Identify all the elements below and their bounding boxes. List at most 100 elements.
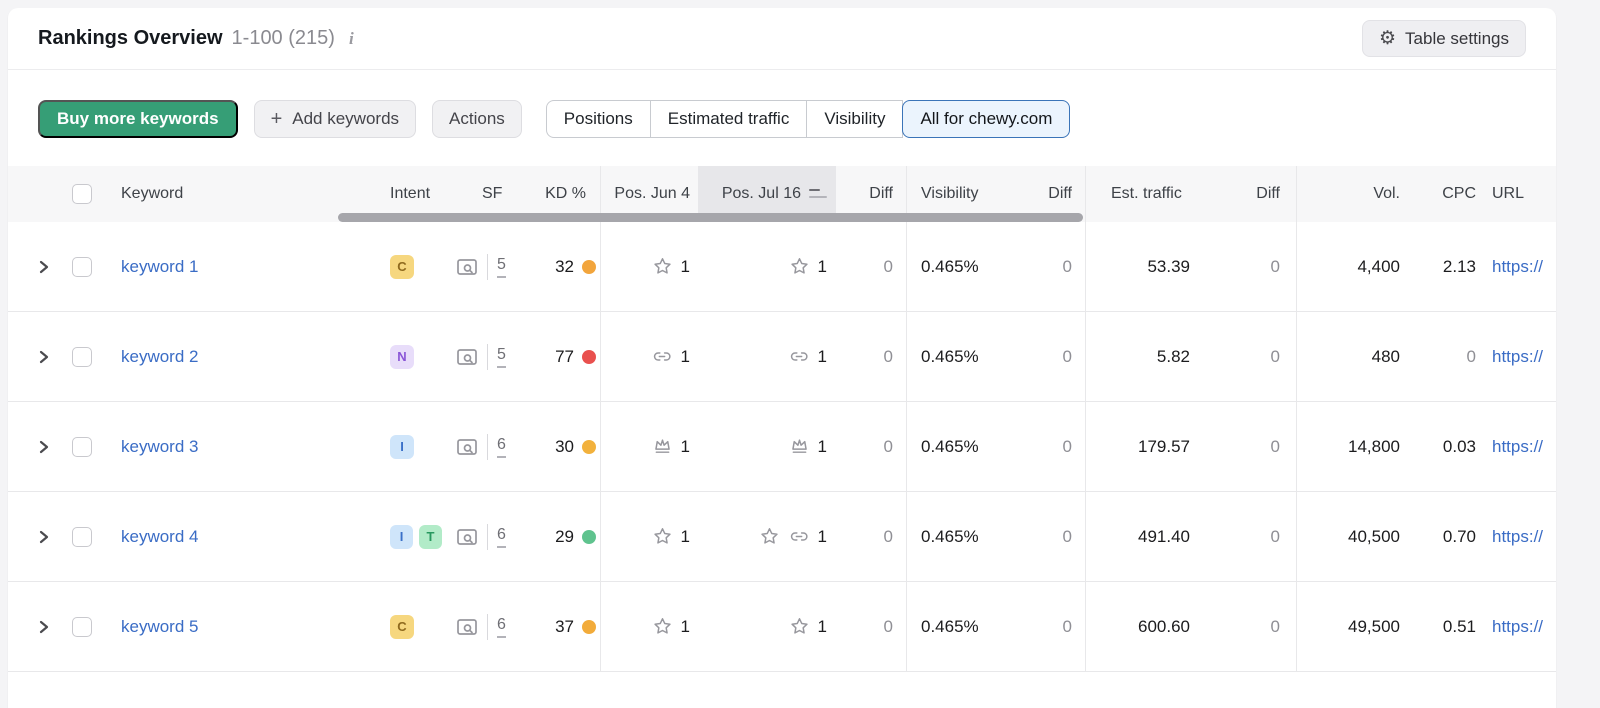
actions-button[interactable]: Actions xyxy=(432,100,522,138)
tab-estimated-traffic[interactable]: Estimated traffic xyxy=(650,100,808,138)
link-icon xyxy=(651,346,673,367)
expand-chevron-icon[interactable] xyxy=(38,530,50,544)
column-header-est-traffic[interactable]: Est. traffic xyxy=(1085,166,1205,222)
est-traffic-value: 600.60 xyxy=(1085,582,1205,671)
url-link[interactable]: https:// xyxy=(1492,616,1544,636)
serp-features-icon xyxy=(456,347,478,367)
pos-jul16-cell: 1 xyxy=(698,582,836,671)
keyword-link[interactable]: keyword 3 xyxy=(121,436,199,456)
visibility-value: 0.465% xyxy=(906,582,1010,671)
intent-cell: I xyxy=(380,402,442,491)
row-checkbox[interactable] xyxy=(72,436,92,457)
table-body: keyword 1 C 5 32 1 1 0 0.465% 0 53.39 0 … xyxy=(8,222,1556,672)
intent-badge-i: I xyxy=(390,434,414,459)
toolbar: Buy more keywords + Add keywords Actions… xyxy=(38,100,1526,138)
intent-badge-c: C xyxy=(390,254,414,279)
divider xyxy=(487,523,488,550)
rankings-overview-card: Rankings Overview 1-100 (215) i ⚙ Table … xyxy=(8,8,1556,708)
sf-count-link[interactable]: 5 xyxy=(497,346,506,368)
row-checkbox[interactable] xyxy=(72,526,92,547)
column-header-visibility[interactable]: Visibility xyxy=(906,166,1010,222)
header-expand-col xyxy=(8,166,64,222)
diff-visibility-value: 0 xyxy=(1062,436,1072,456)
visibility-value: 0.465% xyxy=(906,492,1010,581)
table-settings-button[interactable]: ⚙ Table settings xyxy=(1362,20,1526,57)
position-value: 1 xyxy=(680,526,690,546)
diff-traffic-value: 0 xyxy=(1270,346,1280,366)
expand-chevron-icon[interactable] xyxy=(38,440,50,454)
url-link[interactable]: https:// xyxy=(1492,526,1544,546)
column-header-cpc[interactable]: CPC xyxy=(1442,185,1476,202)
kd-difficulty-dot xyxy=(582,349,596,364)
divider xyxy=(487,433,488,460)
row-checkbox[interactable] xyxy=(72,256,92,277)
sf-count-link[interactable]: 6 xyxy=(497,436,506,458)
serp-features-icon xyxy=(456,527,478,547)
gear-icon: ⚙ xyxy=(1379,28,1397,49)
pos-jun4-cell: 1 xyxy=(600,492,698,581)
expand-chevron-icon[interactable] xyxy=(38,260,50,274)
diff-pos-value: 0 xyxy=(883,256,893,276)
column-header-diff-visibility[interactable]: Diff xyxy=(1048,185,1072,202)
sf-count-link[interactable]: 6 xyxy=(497,616,506,638)
position-value: 1 xyxy=(817,436,827,456)
column-header-diff-pos[interactable]: Diff xyxy=(869,185,893,202)
column-header-intent[interactable]: Intent xyxy=(390,185,431,202)
pos-jun4-cell: 1 xyxy=(600,312,698,401)
star-icon xyxy=(789,256,810,277)
expand-chevron-icon[interactable] xyxy=(38,350,50,364)
url-link[interactable]: https:// xyxy=(1492,256,1544,276)
cpc-value: 0 xyxy=(1466,346,1476,366)
column-header-volume[interactable]: Vol. xyxy=(1296,166,1408,222)
row-checkbox[interactable] xyxy=(72,616,92,637)
select-all-checkbox[interactable] xyxy=(72,184,92,204)
info-icon[interactable]: i xyxy=(348,28,354,48)
column-header-kd[interactable]: KD % xyxy=(545,185,586,202)
kd-value: 29 xyxy=(555,526,574,546)
cpc-value: 0.03 xyxy=(1442,436,1476,456)
kd-difficulty-dot xyxy=(582,439,596,454)
column-header-diff-traffic[interactable]: Diff xyxy=(1256,185,1280,202)
pos-jul16-cell: 1 xyxy=(698,402,836,491)
cpc-value: 0.70 xyxy=(1442,526,1476,546)
volume-value: 14,800 xyxy=(1296,402,1408,491)
column-header-url[interactable]: URL xyxy=(1492,185,1525,202)
kd-value: 37 xyxy=(555,616,574,636)
cpc-value: 2.13 xyxy=(1442,256,1476,276)
diff-traffic-value: 0 xyxy=(1270,436,1280,456)
diff-pos-value: 0 xyxy=(883,526,893,546)
serp-features-icon xyxy=(456,257,478,277)
table-row: keyword 3 I 6 30 1 1 0 0.465% 0 179.57 0… xyxy=(8,402,1556,492)
volume-value: 49,500 xyxy=(1296,582,1408,671)
table-row: keyword 1 C 5 32 1 1 0 0.465% 0 53.39 0 … xyxy=(8,222,1556,312)
keyword-link[interactable]: keyword 2 xyxy=(121,346,199,366)
tab-all-for-chewy-com[interactable]: All for chewy.com xyxy=(902,100,1071,138)
position-value: 1 xyxy=(817,256,827,276)
add-keywords-button[interactable]: + Add keywords xyxy=(253,100,417,138)
diff-visibility-value: 0 xyxy=(1062,616,1072,636)
keyword-link[interactable]: keyword 1 xyxy=(121,256,199,276)
table-settings-label: Table settings xyxy=(1405,28,1509,48)
est-traffic-value: 491.40 xyxy=(1085,492,1205,581)
column-header-keyword[interactable]: Keyword xyxy=(121,185,184,202)
sf-count-link[interactable]: 6 xyxy=(497,526,506,548)
column-header-pos-jul16[interactable]: Pos. Jul 16 xyxy=(698,166,836,222)
visibility-value: 0.465% xyxy=(906,222,1010,311)
tab-visibility[interactable]: Visibility xyxy=(807,100,904,138)
tab-positions[interactable]: Positions xyxy=(545,100,651,138)
keyword-link[interactable]: keyword 4 xyxy=(121,526,199,546)
expand-chevron-icon[interactable] xyxy=(38,620,50,634)
horizontal-scrollbar[interactable] xyxy=(338,213,1083,222)
intent-badge-n: N xyxy=(390,344,414,369)
row-checkbox[interactable] xyxy=(72,346,92,367)
est-traffic-value: 179.57 xyxy=(1085,402,1205,491)
url-link[interactable]: https:// xyxy=(1492,346,1544,366)
sf-count-link[interactable]: 5 xyxy=(497,256,506,278)
link-icon xyxy=(788,346,810,367)
url-link[interactable]: https:// xyxy=(1492,436,1544,456)
column-header-sf[interactable]: SF xyxy=(482,185,503,202)
divider xyxy=(487,613,488,640)
column-header-pos-jun4[interactable]: Pos. Jun 4 xyxy=(600,166,698,222)
buy-more-keywords-button[interactable]: Buy more keywords xyxy=(38,100,238,138)
keyword-link[interactable]: keyword 5 xyxy=(121,616,199,636)
